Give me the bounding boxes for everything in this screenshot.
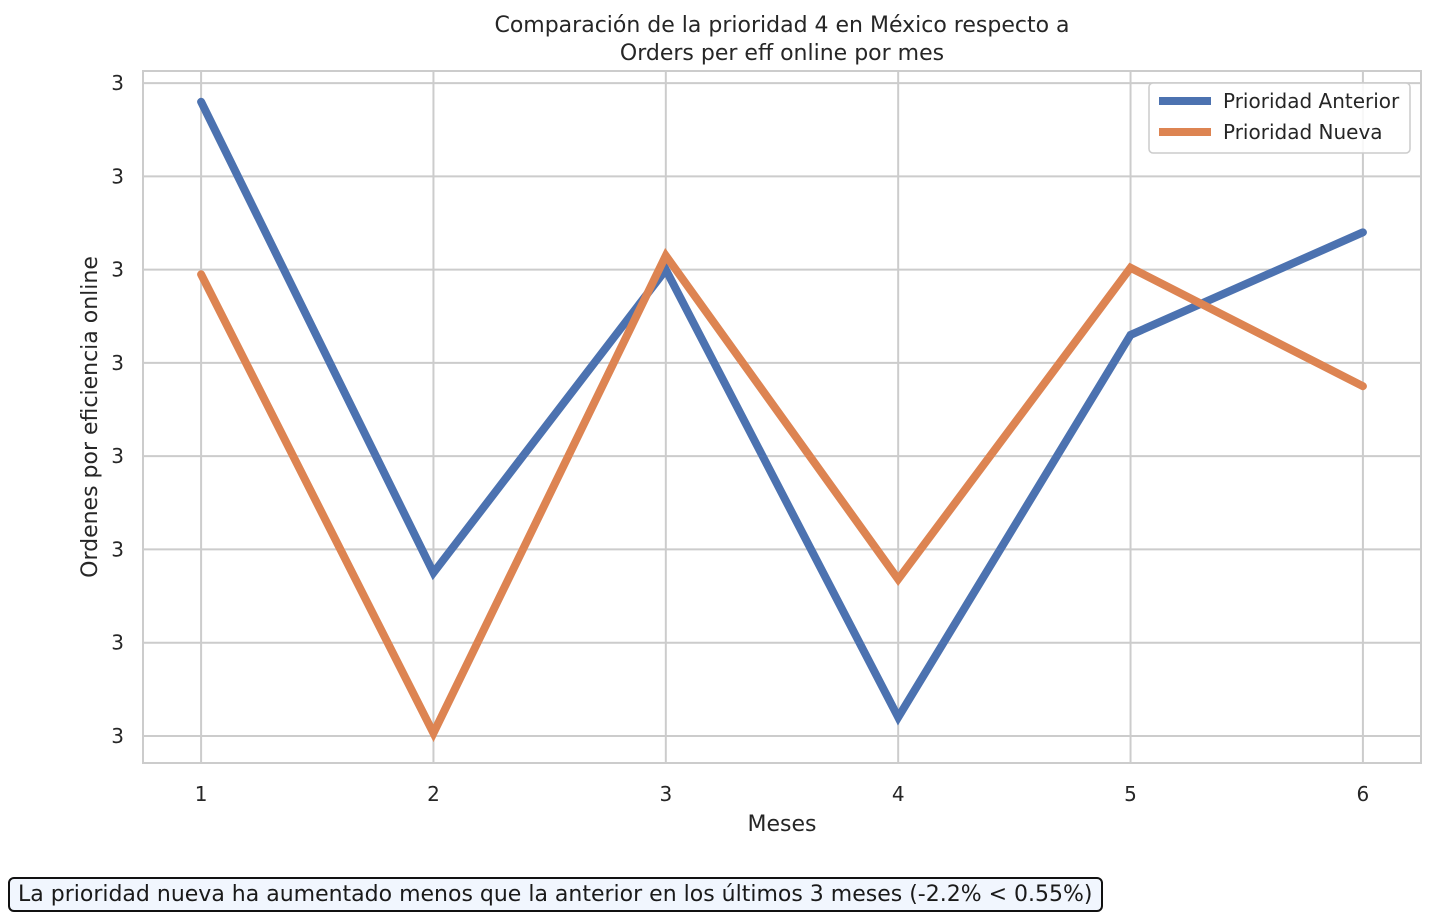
annotation-text: La prioridad nueva ha aumentado menos qu… <box>18 882 1093 907</box>
legend: Prioridad Anterior Prioridad Nueva <box>1148 82 1411 154</box>
y-tick-label: 3 <box>111 444 124 468</box>
y-tick-label: 3 <box>111 537 124 561</box>
legend-box <box>1148 82 1411 154</box>
y-tick-label: 3 <box>111 71 124 95</box>
y-tick-label: 3 <box>111 724 124 748</box>
x-tick-label: 6 <box>1357 782 1370 806</box>
x-tick-label: 5 <box>1124 782 1137 806</box>
series-line-prioridad-nueva <box>197 247 1367 743</box>
series-line-prioridad-anterior <box>197 97 1367 726</box>
x-tick-labels: 1 2 3 4 5 6 <box>195 782 1370 806</box>
y-tick-label: 3 <box>111 164 124 188</box>
y-tick-label: 3 <box>111 351 124 375</box>
y-tick-label: 3 <box>111 631 124 655</box>
chart-title-line1: Comparación de la prioridad 4 en México … <box>494 13 1069 38</box>
x-tick-label: 3 <box>659 782 672 806</box>
chart-title-line2: Orders per eff online por mes <box>620 41 944 66</box>
x-tick-label: 2 <box>427 782 440 806</box>
annotation-box: La prioridad nueva ha aumentado menos qu… <box>8 877 1103 912</box>
title: Comparación de la prioridad 4 en México … <box>494 13 1069 66</box>
x-axis-label: Meses <box>748 812 817 837</box>
y-tick-label: 3 <box>111 258 124 282</box>
y-tick-labels: 3 3 3 3 3 3 3 3 <box>111 71 124 748</box>
legend-label: Prioridad Anterior <box>1223 89 1400 113</box>
legend-label: Prioridad Nueva <box>1223 120 1383 144</box>
x-tick-label: 4 <box>892 782 905 806</box>
line-chart: Comparación de la prioridad 4 en México … <box>78 13 1422 837</box>
y-axis-label: Ordenes por eficiencia online <box>78 256 103 578</box>
series-lines <box>197 97 1367 743</box>
x-tick-label: 1 <box>195 782 208 806</box>
plot-frame <box>142 70 1422 764</box>
